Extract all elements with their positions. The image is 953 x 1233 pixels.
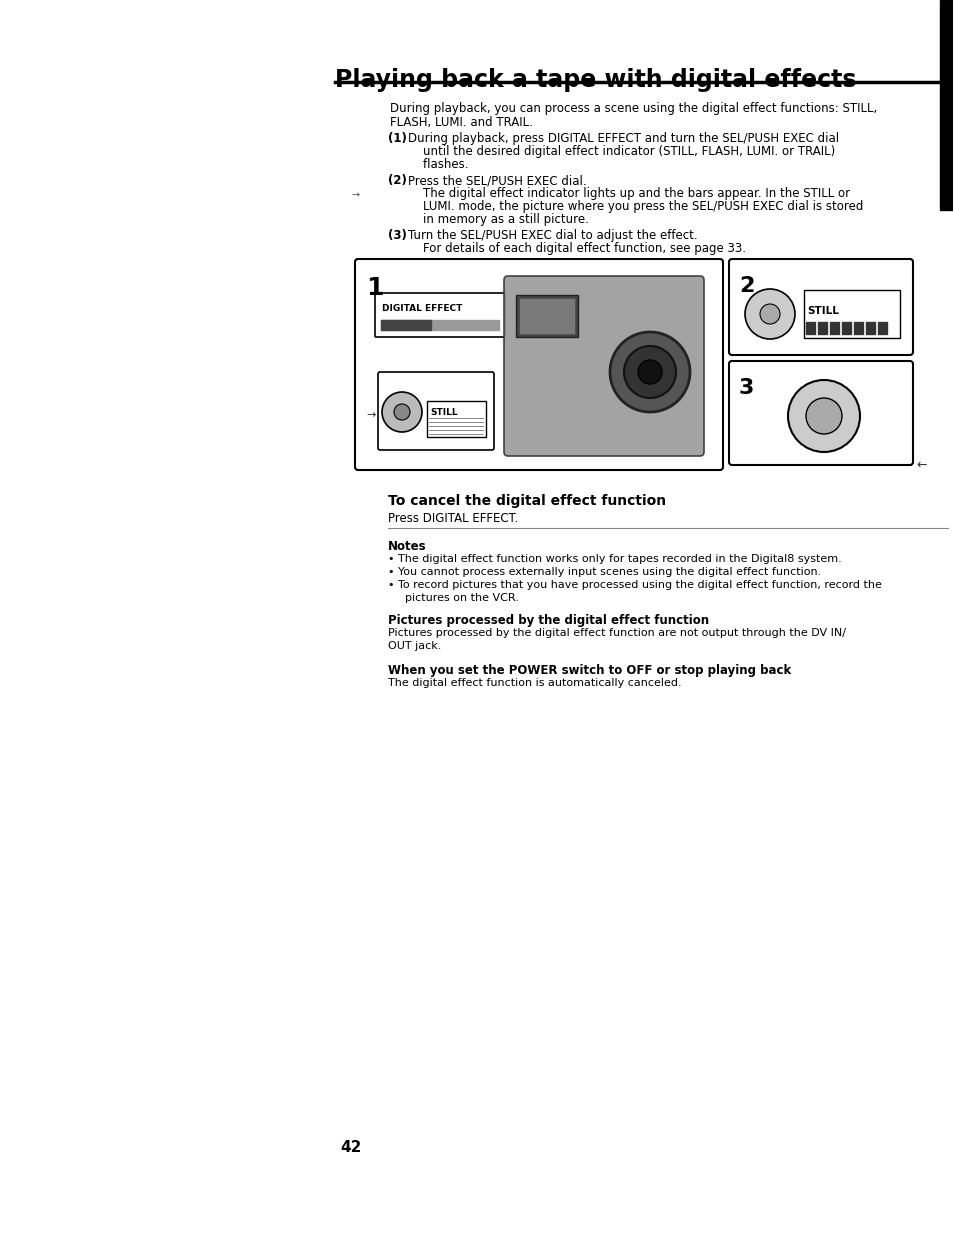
Text: • To record pictures that you have processed using the digital effect function, : • To record pictures that you have proce… [388,580,881,591]
Bar [518,298,575,334]
Text: Press DIGITAL EFFECT.: Press DIGITAL EFFECT. [388,512,517,525]
Text: →: → [352,190,359,200]
Bar [805,322,814,334]
Bar [817,322,826,334]
Text: DIGITAL EFFECT: DIGITAL EFFECT [381,305,462,313]
Text: During playback, you can process a scene using the digital effect functions: STI: During playback, you can process a scene… [390,102,877,115]
Text: Pictures processed by the digital effect function: Pictures processed by the digital effect… [388,614,708,628]
Circle shape [744,289,794,339]
Text: LUMI. mode, the picture where you press the SEL/PUSH EXEC dial is stored: LUMI. mode, the picture where you press … [408,200,862,213]
Bar [865,322,874,334]
FancyBboxPatch shape [728,259,912,355]
Text: STILL: STILL [430,408,457,417]
Text: The digital effect indicator lights up and the bars appear. In the STILL or: The digital effect indicator lights up a… [408,187,849,200]
Bar [841,322,850,334]
Text: (1): (1) [388,132,406,145]
Text: 42: 42 [339,1141,361,1155]
Text: →: → [366,411,375,420]
Text: Pictures processed by the digital effect function are not output through the DV : Pictures processed by the digital effect… [388,628,845,637]
FancyBboxPatch shape [728,361,912,465]
Text: 2: 2 [739,276,754,296]
Text: Playing back a tape with digital effects: Playing back a tape with digital effects [335,68,856,92]
Bar [516,295,578,337]
Circle shape [623,346,676,398]
Text: in memory as a still picture.: in memory as a still picture. [408,213,588,226]
Text: flashes.: flashes. [408,158,468,171]
Bar [877,322,886,334]
Circle shape [381,392,421,432]
Circle shape [609,332,689,412]
FancyBboxPatch shape [427,401,485,436]
FancyBboxPatch shape [355,259,722,470]
Circle shape [638,360,661,383]
Text: (2): (2) [388,174,406,187]
Bar [939,0,953,210]
Circle shape [394,404,410,420]
Bar [380,321,431,330]
Bar [853,322,862,334]
Text: Notes: Notes [388,540,426,552]
Text: To cancel the digital effect function: To cancel the digital effect function [388,494,665,508]
Text: • The digital effect function works only for tapes recorded in the Digital8 syst: • The digital effect function works only… [388,554,841,563]
FancyBboxPatch shape [375,293,504,337]
Circle shape [805,398,841,434]
Text: STILL: STILL [806,306,838,316]
Text: FLASH, LUMI. and TRAIL.: FLASH, LUMI. and TRAIL. [390,116,533,129]
Text: 1: 1 [366,276,383,300]
Text: • You cannot process externally input scenes using the digital effect function.: • You cannot process externally input sc… [388,567,821,577]
Text: Press the SEL/PUSH EXEC dial.: Press the SEL/PUSH EXEC dial. [408,174,586,187]
Circle shape [760,305,780,324]
Text: pictures on the VCR.: pictures on the VCR. [397,593,518,603]
FancyBboxPatch shape [377,372,494,450]
FancyBboxPatch shape [503,276,703,456]
Text: For details of each digital effect function, see page 33.: For details of each digital effect funct… [408,242,745,255]
Text: OUT jack.: OUT jack. [388,641,441,651]
Text: Turn the SEL/PUSH EXEC dial to adjust the effect.: Turn the SEL/PUSH EXEC dial to adjust th… [408,229,697,242]
Text: 3: 3 [739,379,754,398]
Bar [803,290,899,338]
Circle shape [787,380,859,453]
Bar [380,321,498,330]
Text: During playback, press DIGITAL EFFECT and turn the SEL/PUSH EXEC dial: During playback, press DIGITAL EFFECT an… [408,132,839,145]
Text: until the desired digital effect indicator (STILL, FLASH, LUMI. or TRAIL): until the desired digital effect indicat… [408,145,835,158]
Bar [829,322,838,334]
Text: (3): (3) [388,229,406,242]
Text: ←: ← [915,459,925,472]
Text: When you set the POWER switch to OFF or stop playing back: When you set the POWER switch to OFF or … [388,665,790,677]
Text: The digital effect function is automatically canceled.: The digital effect function is automatic… [388,678,680,688]
